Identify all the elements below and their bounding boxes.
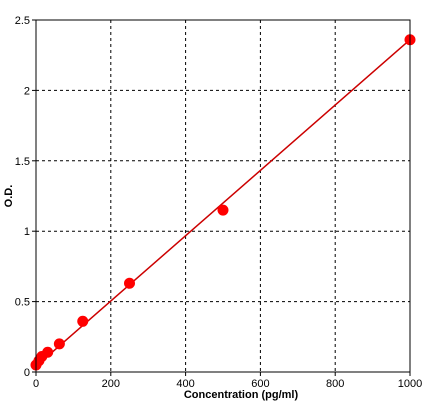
x-tick-label-1: 200 (102, 378, 120, 390)
y-tick-label-0: 0 (24, 367, 30, 379)
y-tick-label-3: 1.5 (15, 156, 30, 168)
x-tick-label-3: 600 (251, 378, 269, 390)
plot-area (36, 20, 410, 372)
data-point-6 (124, 277, 135, 289)
y-tick-label-1: 0.5 (15, 297, 30, 309)
y-tick-label-2: 1 (24, 226, 30, 238)
plot-frame (35, 19, 411, 373)
x-tick-label-0: 0 (33, 378, 39, 390)
x-tick-label-4: 800 (326, 378, 344, 390)
y-axis-label: O.D. (3, 185, 15, 208)
x-tick-label-2: 400 (176, 378, 194, 390)
x-axis-ticks: 0 200 400 600 800 1000 (33, 372, 422, 390)
grid-lines (36, 20, 410, 372)
data-point-5 (77, 315, 89, 327)
x-tick-label-5: 1000 (398, 378, 422, 390)
y-tick-label-4: 2 (24, 85, 30, 97)
fit-line (35, 39, 411, 367)
x-axis-label: Concentration (pg/ml) (184, 389, 299, 401)
data-point-7 (217, 204, 229, 216)
data-point-4 (53, 338, 65, 350)
data-point-3 (42, 346, 54, 358)
fit-line-group (35, 39, 411, 367)
y-tick-label-5: 2.5 (15, 15, 30, 27)
y-axis-ticks: 0 0.5 1 1.5 2 2.5 (15, 15, 36, 379)
